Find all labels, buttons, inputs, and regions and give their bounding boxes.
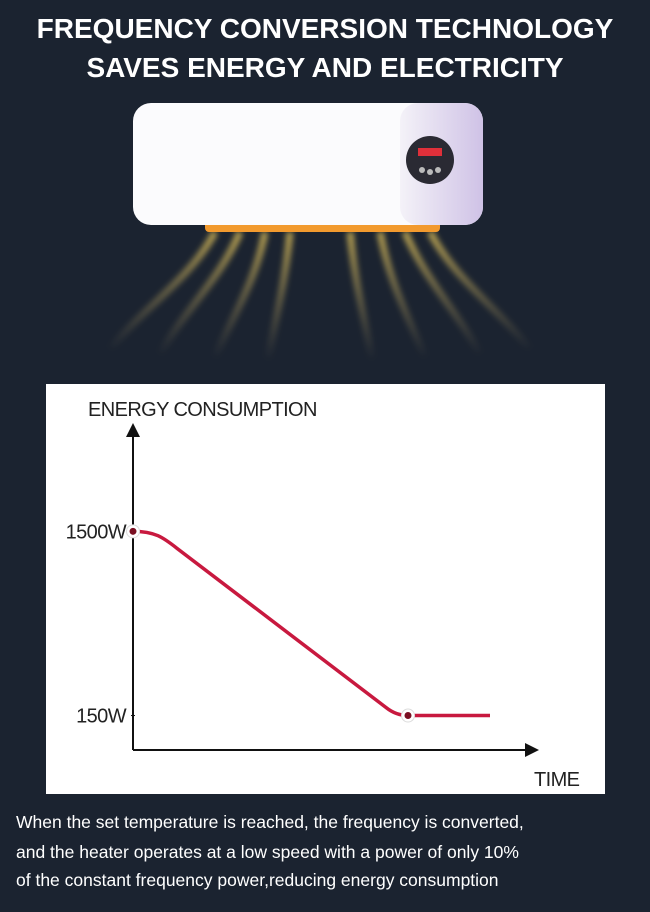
- y-tick-label: 1500W: [66, 521, 127, 543]
- warm-air: [107, 230, 533, 361]
- heater: [133, 103, 483, 232]
- title-line: FREQUENCY CONVERSION TECHNOLOGY: [37, 13, 614, 44]
- caption-line: of the constant frequency power,reducing…: [16, 870, 499, 890]
- x-axis-label: TIME: [534, 769, 580, 791]
- caption-line: When the set temperature is reached, the…: [16, 812, 524, 832]
- title-line: SAVES ENERGY AND ELECTRICITY: [86, 52, 563, 83]
- chart-panel: [46, 384, 605, 794]
- caption-line: and the heater operates at a low speed w…: [16, 842, 519, 862]
- point-center: [404, 712, 412, 720]
- point-center: [129, 527, 137, 535]
- y-axis-label: ENERGY CONSUMPTION: [88, 399, 317, 421]
- y-tick-label: 150W: [76, 706, 127, 728]
